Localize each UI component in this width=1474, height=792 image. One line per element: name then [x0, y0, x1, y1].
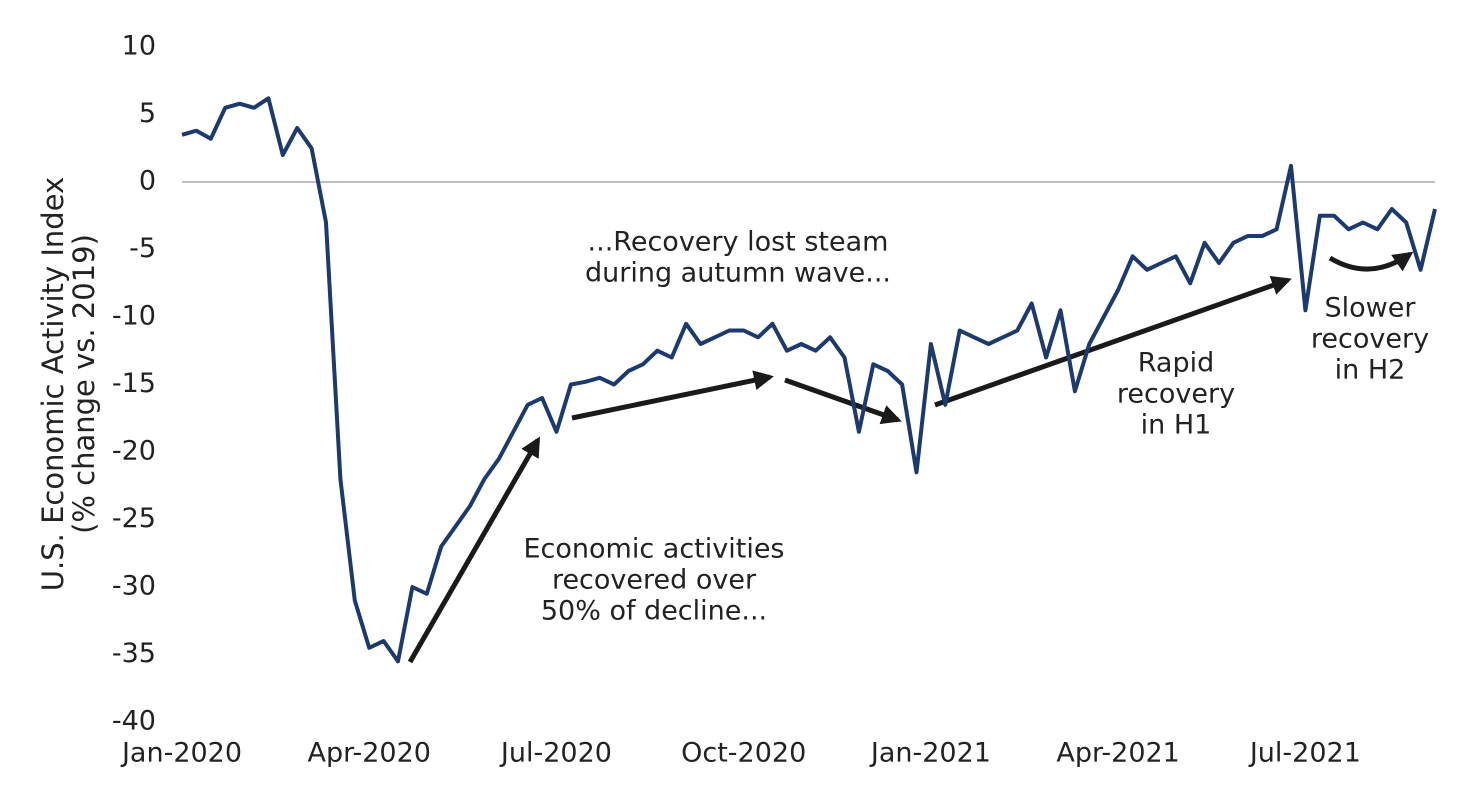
- y-tick-label: -25: [112, 503, 156, 534]
- annotation: in H1: [1141, 410, 1212, 441]
- y-tick-label: -20: [112, 436, 156, 467]
- annotation: recovered over: [552, 565, 757, 596]
- y-tick-label: -10: [112, 301, 156, 332]
- y-axis-label: (% change vs. 2019): [67, 234, 101, 534]
- x-tick-label: Jul-2021: [1248, 738, 1361, 769]
- annotation: Economic activities: [523, 534, 784, 565]
- x-tick-label: Jan-2020: [120, 738, 242, 769]
- annotation: Rapid: [1138, 348, 1215, 379]
- annotation: recovery: [1311, 324, 1429, 355]
- annotation: recovery: [1117, 379, 1235, 410]
- x-tick-label: Jan-2021: [869, 738, 991, 769]
- annotation: 50% of decline...: [541, 596, 767, 627]
- x-tick-label: Oct-2020: [681, 738, 806, 769]
- annotation: ...Recovery lost steam: [588, 227, 889, 258]
- y-tick-label: -30: [112, 571, 156, 602]
- annotation: Slower: [1325, 293, 1417, 324]
- annotation: in H2: [1335, 355, 1406, 386]
- arrows: [407, 251, 1414, 664]
- arrow: [784, 377, 902, 425]
- x-tick-label: Apr-2021: [1056, 738, 1179, 769]
- arrow: [934, 275, 1292, 408]
- y-axis-label: U.S. Economic Activity Index: [36, 177, 70, 591]
- x-tick-label: Jul-2020: [499, 738, 612, 769]
- data-line: [181, 96, 1437, 664]
- y-tick-label: -15: [112, 368, 156, 399]
- y-tick-label: -40: [112, 706, 156, 737]
- arrow: [571, 370, 774, 421]
- y-tick-label: 10: [122, 31, 156, 62]
- annotation: during autumn wave...: [585, 258, 891, 289]
- y-tick-label: -35: [112, 638, 156, 669]
- arrow: [1328, 251, 1414, 272]
- y-tick-label: 0: [139, 166, 156, 197]
- x-tick-label: Apr-2020: [308, 738, 431, 769]
- y-tick-label: 5: [139, 98, 156, 129]
- arrow: [407, 436, 541, 664]
- y-tick-label: -5: [129, 233, 156, 264]
